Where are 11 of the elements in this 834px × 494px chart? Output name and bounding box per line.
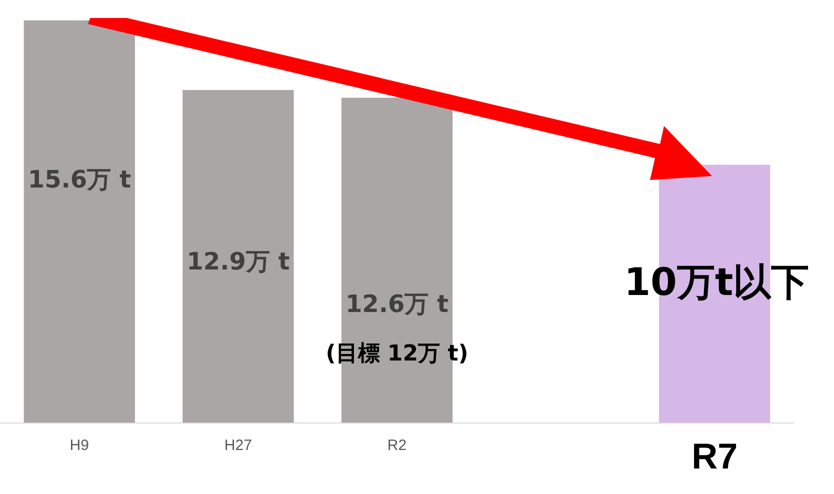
- data-label: 12.6万 t: [345, 290, 449, 318]
- data-label: 10万t以下: [624, 260, 810, 304]
- x-tick-label: H27: [224, 436, 252, 454]
- data-label: 12.9万 t: [186, 247, 290, 276]
- bar: [182, 90, 294, 423]
- x-tick-label: H9: [70, 436, 89, 454]
- data-label: 15.6万 t: [28, 166, 131, 194]
- bar: [24, 20, 135, 423]
- x-tick-label: R2: [387, 436, 407, 454]
- annotation: (目標 12万 t): [326, 342, 468, 367]
- x-tick-label: R7: [692, 435, 738, 476]
